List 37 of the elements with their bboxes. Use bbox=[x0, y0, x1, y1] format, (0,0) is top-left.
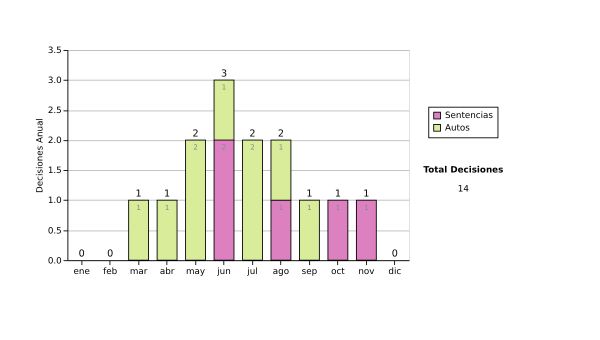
total-label: 3 bbox=[220, 68, 228, 80]
y-tick-label: 2.5 bbox=[48, 106, 62, 116]
legend-label: Sentencias bbox=[444, 111, 494, 122]
total-label: 1 bbox=[363, 188, 370, 200]
y-tick-label: 3.0 bbox=[48, 76, 62, 86]
x-tick-label: oct bbox=[331, 266, 346, 277]
y-tick-label: 2.0 bbox=[48, 136, 62, 146]
x-tick-label: ago bbox=[272, 266, 290, 277]
x-tick-label: feb bbox=[103, 266, 118, 277]
total-label: 2 bbox=[249, 128, 256, 140]
legend-label: Autos bbox=[444, 123, 470, 134]
x-tick-label: may bbox=[186, 266, 206, 277]
y-tick-label: 0.0 bbox=[48, 256, 62, 266]
x-tick-label: mar bbox=[130, 266, 148, 277]
total-label: 2 bbox=[192, 128, 199, 140]
y-axis-title: Decisiones Anual bbox=[36, 118, 46, 193]
x-tick-label: abr bbox=[160, 266, 175, 277]
total-label: 1 bbox=[334, 188, 341, 200]
x-tick-label: sep bbox=[302, 266, 318, 277]
x-tick-label: jul bbox=[246, 266, 258, 277]
total-label: 1 bbox=[164, 188, 170, 200]
x-tick-label: dic bbox=[388, 266, 402, 277]
x-tick-label: jun bbox=[216, 266, 231, 277]
text: Total Decisiones bbox=[423, 165, 504, 176]
text: 14 bbox=[458, 184, 470, 195]
y-tick-label: 1.5 bbox=[48, 166, 62, 176]
y-tick-label: 3.5 bbox=[48, 46, 62, 56]
text: 0 bbox=[392, 248, 398, 260]
total-label: 1 bbox=[306, 188, 312, 200]
y-tick-label: 0.5 bbox=[48, 226, 62, 236]
total-label: 2 bbox=[278, 128, 284, 140]
x-tick-label: ene bbox=[74, 266, 90, 277]
y-tick-label: 1.0 bbox=[48, 196, 62, 206]
total-label: 1 bbox=[136, 188, 142, 200]
x-tick-label: nov bbox=[358, 266, 374, 277]
text: 0 bbox=[78, 248, 85, 260]
text: 0 bbox=[107, 248, 114, 260]
